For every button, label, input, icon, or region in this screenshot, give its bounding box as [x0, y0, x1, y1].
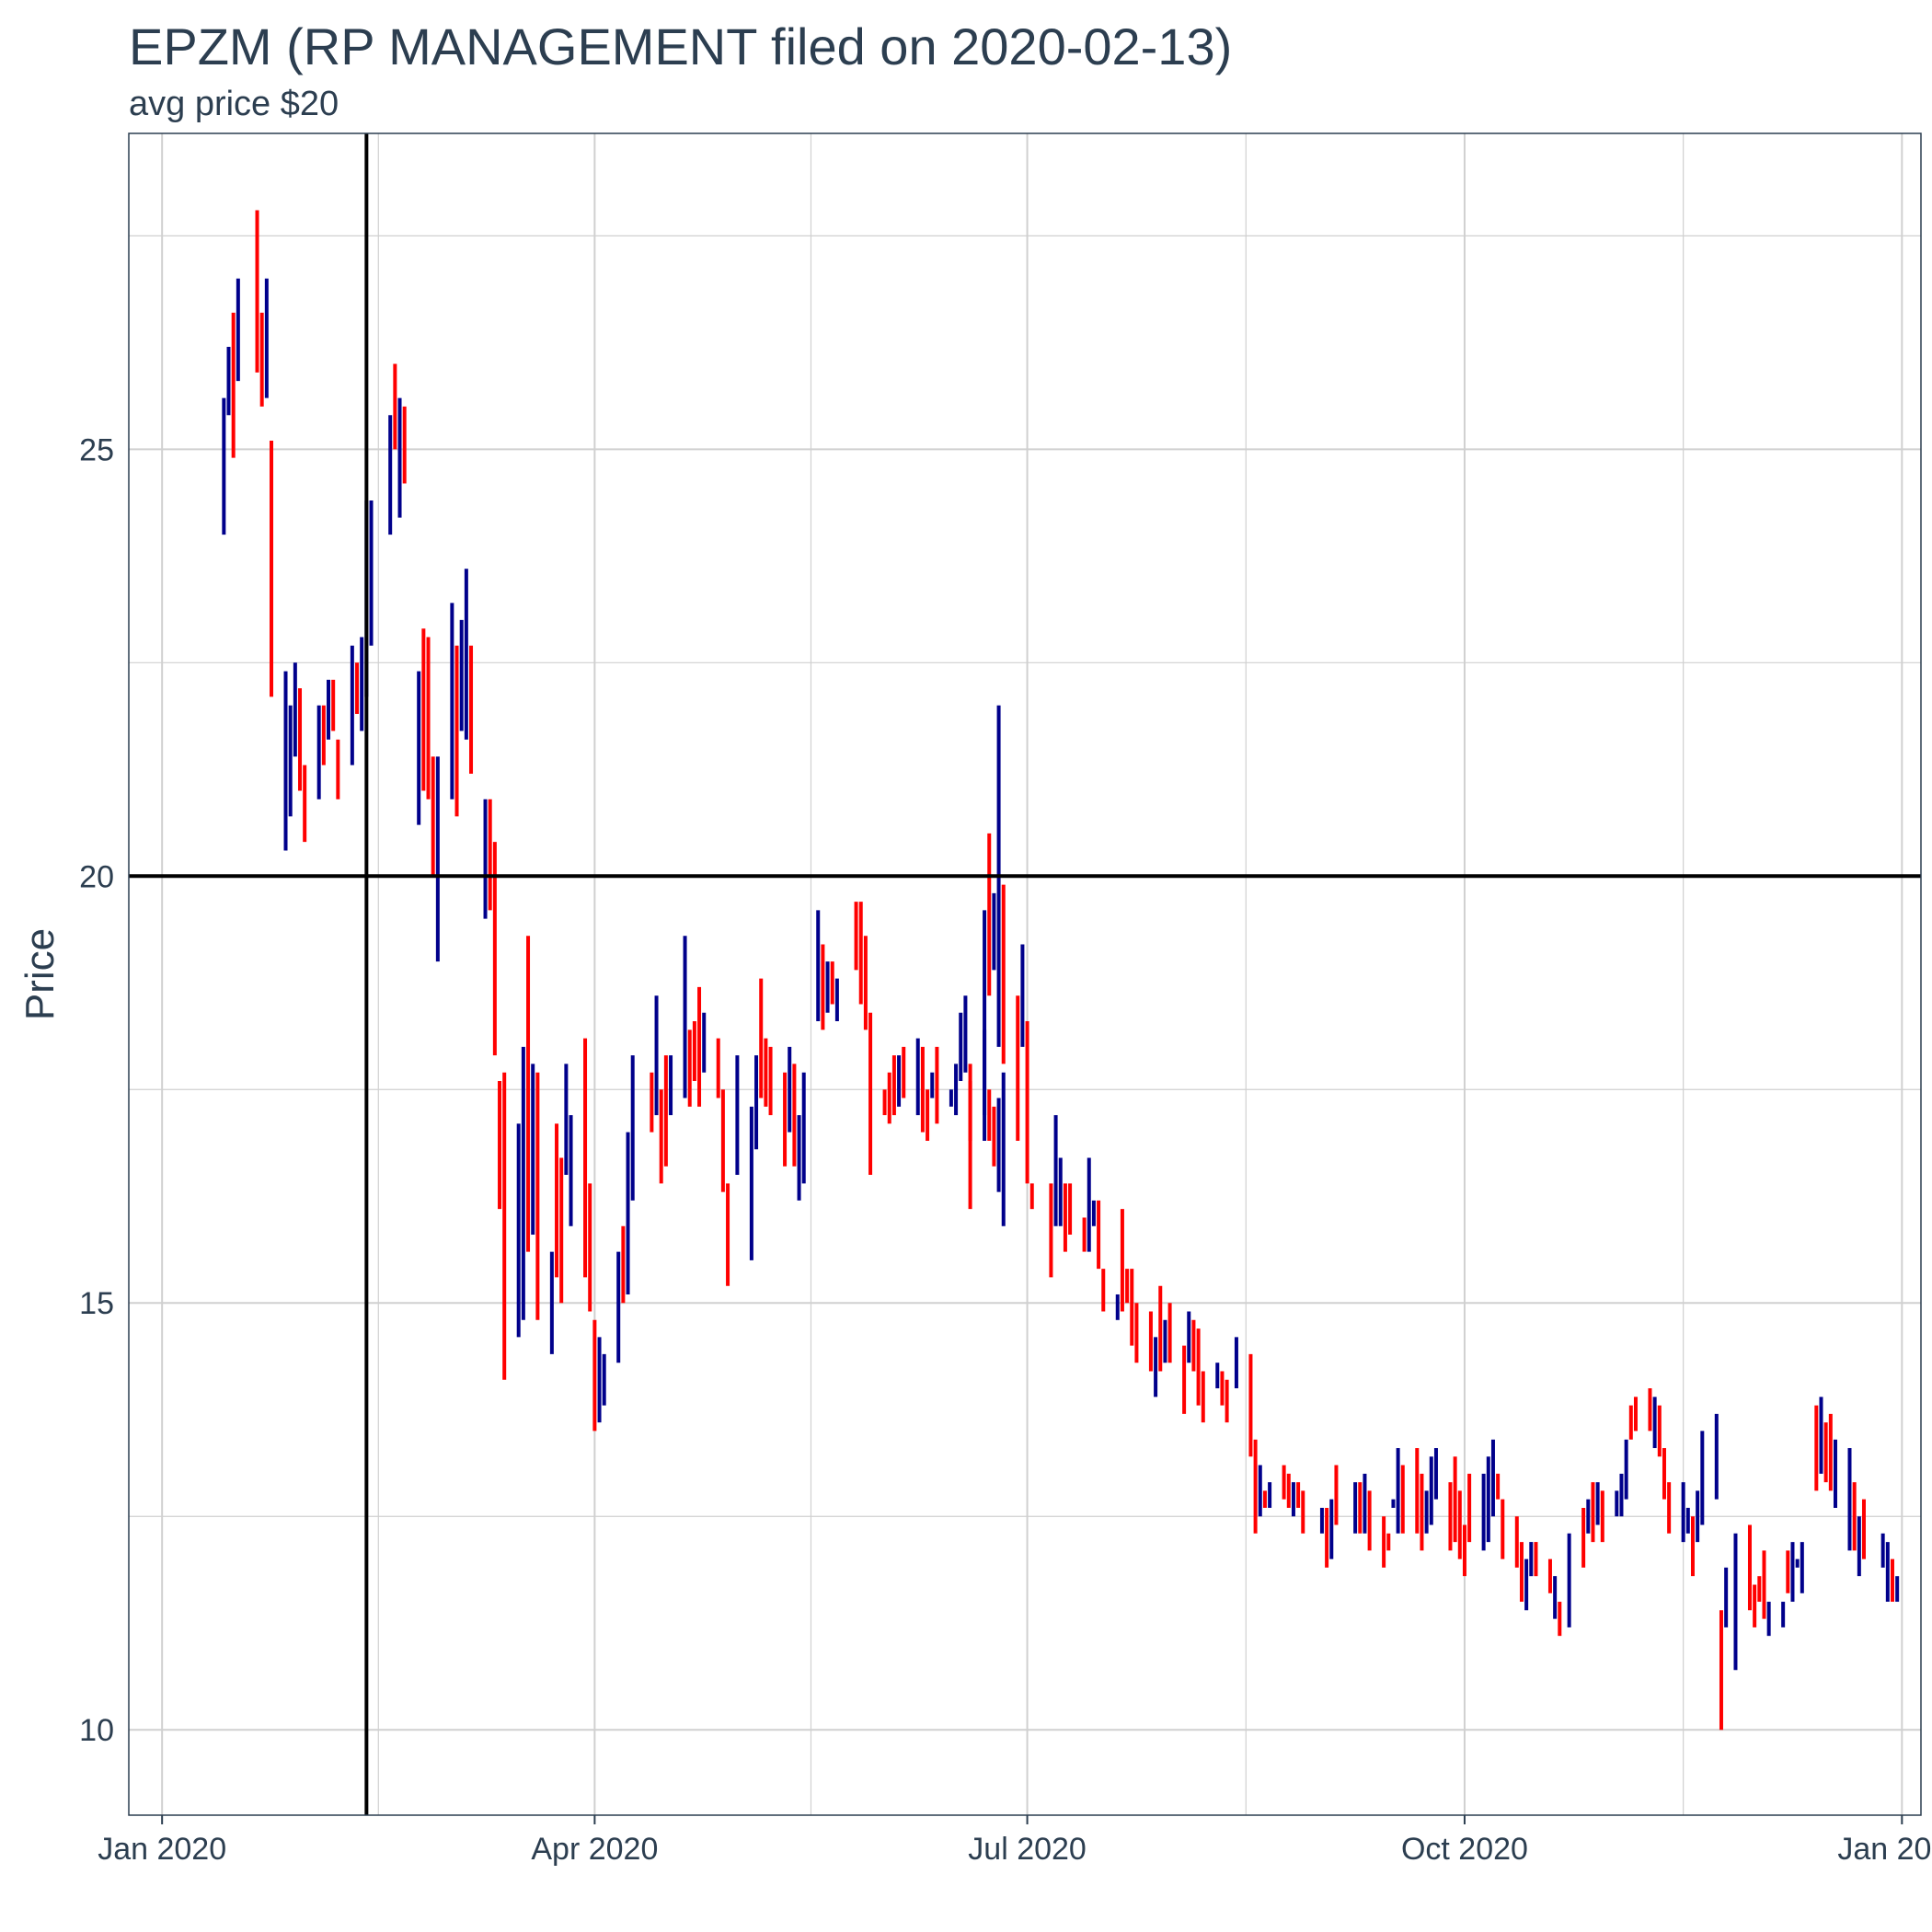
y-tick-label: 20 — [79, 859, 114, 894]
x-tick-label: Oct 2020 — [1401, 1832, 1528, 1867]
grid-lines — [129, 133, 1921, 1815]
x-tick-label: Jul 2020 — [968, 1832, 1087, 1867]
y-tick-label: 15 — [79, 1286, 114, 1321]
y-tick-label: 10 — [79, 1713, 114, 1748]
chart-subtitle: avg price $20 — [129, 85, 339, 123]
price-bars — [222, 210, 1900, 1731]
reference-lines — [129, 133, 1921, 1815]
y-tick-label: 25 — [79, 432, 114, 467]
x-axis-ticks: Jan 2020 Apr 2020 Jul 2020 Oct 2020 Jan 2021 — [98, 1815, 1932, 1867]
x-tick-label: Apr 2020 — [531, 1832, 658, 1867]
x-tick-label: Jan 2020 — [98, 1832, 226, 1867]
y-axis-title: Price — [17, 928, 63, 1020]
plot-panel-border — [128, 132, 1922, 1816]
x-tick-label: Jan 2021 — [1837, 1832, 1932, 1867]
chart-title: EPZM (RP MANAGEMENT filed on 2020-02-13) — [129, 17, 1233, 75]
y-axis-ticks: 10 15 20 25 — [79, 432, 114, 1748]
